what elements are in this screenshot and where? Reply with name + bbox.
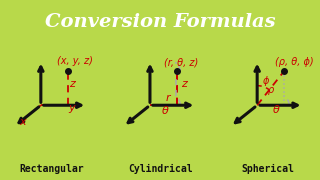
Text: y: y bbox=[69, 103, 75, 113]
Text: $\phi$: $\phi$ bbox=[262, 74, 270, 88]
Text: (x, y, z): (x, y, z) bbox=[57, 56, 93, 66]
Text: Conversion Formulas: Conversion Formulas bbox=[45, 14, 275, 32]
Text: r: r bbox=[166, 93, 171, 103]
Text: Cylindrical: Cylindrical bbox=[128, 164, 193, 174]
Text: $\rho$: $\rho$ bbox=[267, 85, 275, 97]
Text: $\theta$: $\theta$ bbox=[161, 104, 169, 116]
Text: x: x bbox=[20, 117, 26, 127]
Text: z: z bbox=[69, 79, 75, 89]
Text: z: z bbox=[181, 79, 187, 89]
Text: Spherical: Spherical bbox=[241, 164, 294, 174]
Text: Rectangular: Rectangular bbox=[19, 164, 84, 174]
Text: (r, θ, z): (r, θ, z) bbox=[164, 57, 198, 67]
Text: (ρ, θ, ϕ): (ρ, θ, ϕ) bbox=[275, 57, 314, 67]
Text: $\theta$: $\theta$ bbox=[272, 103, 281, 115]
